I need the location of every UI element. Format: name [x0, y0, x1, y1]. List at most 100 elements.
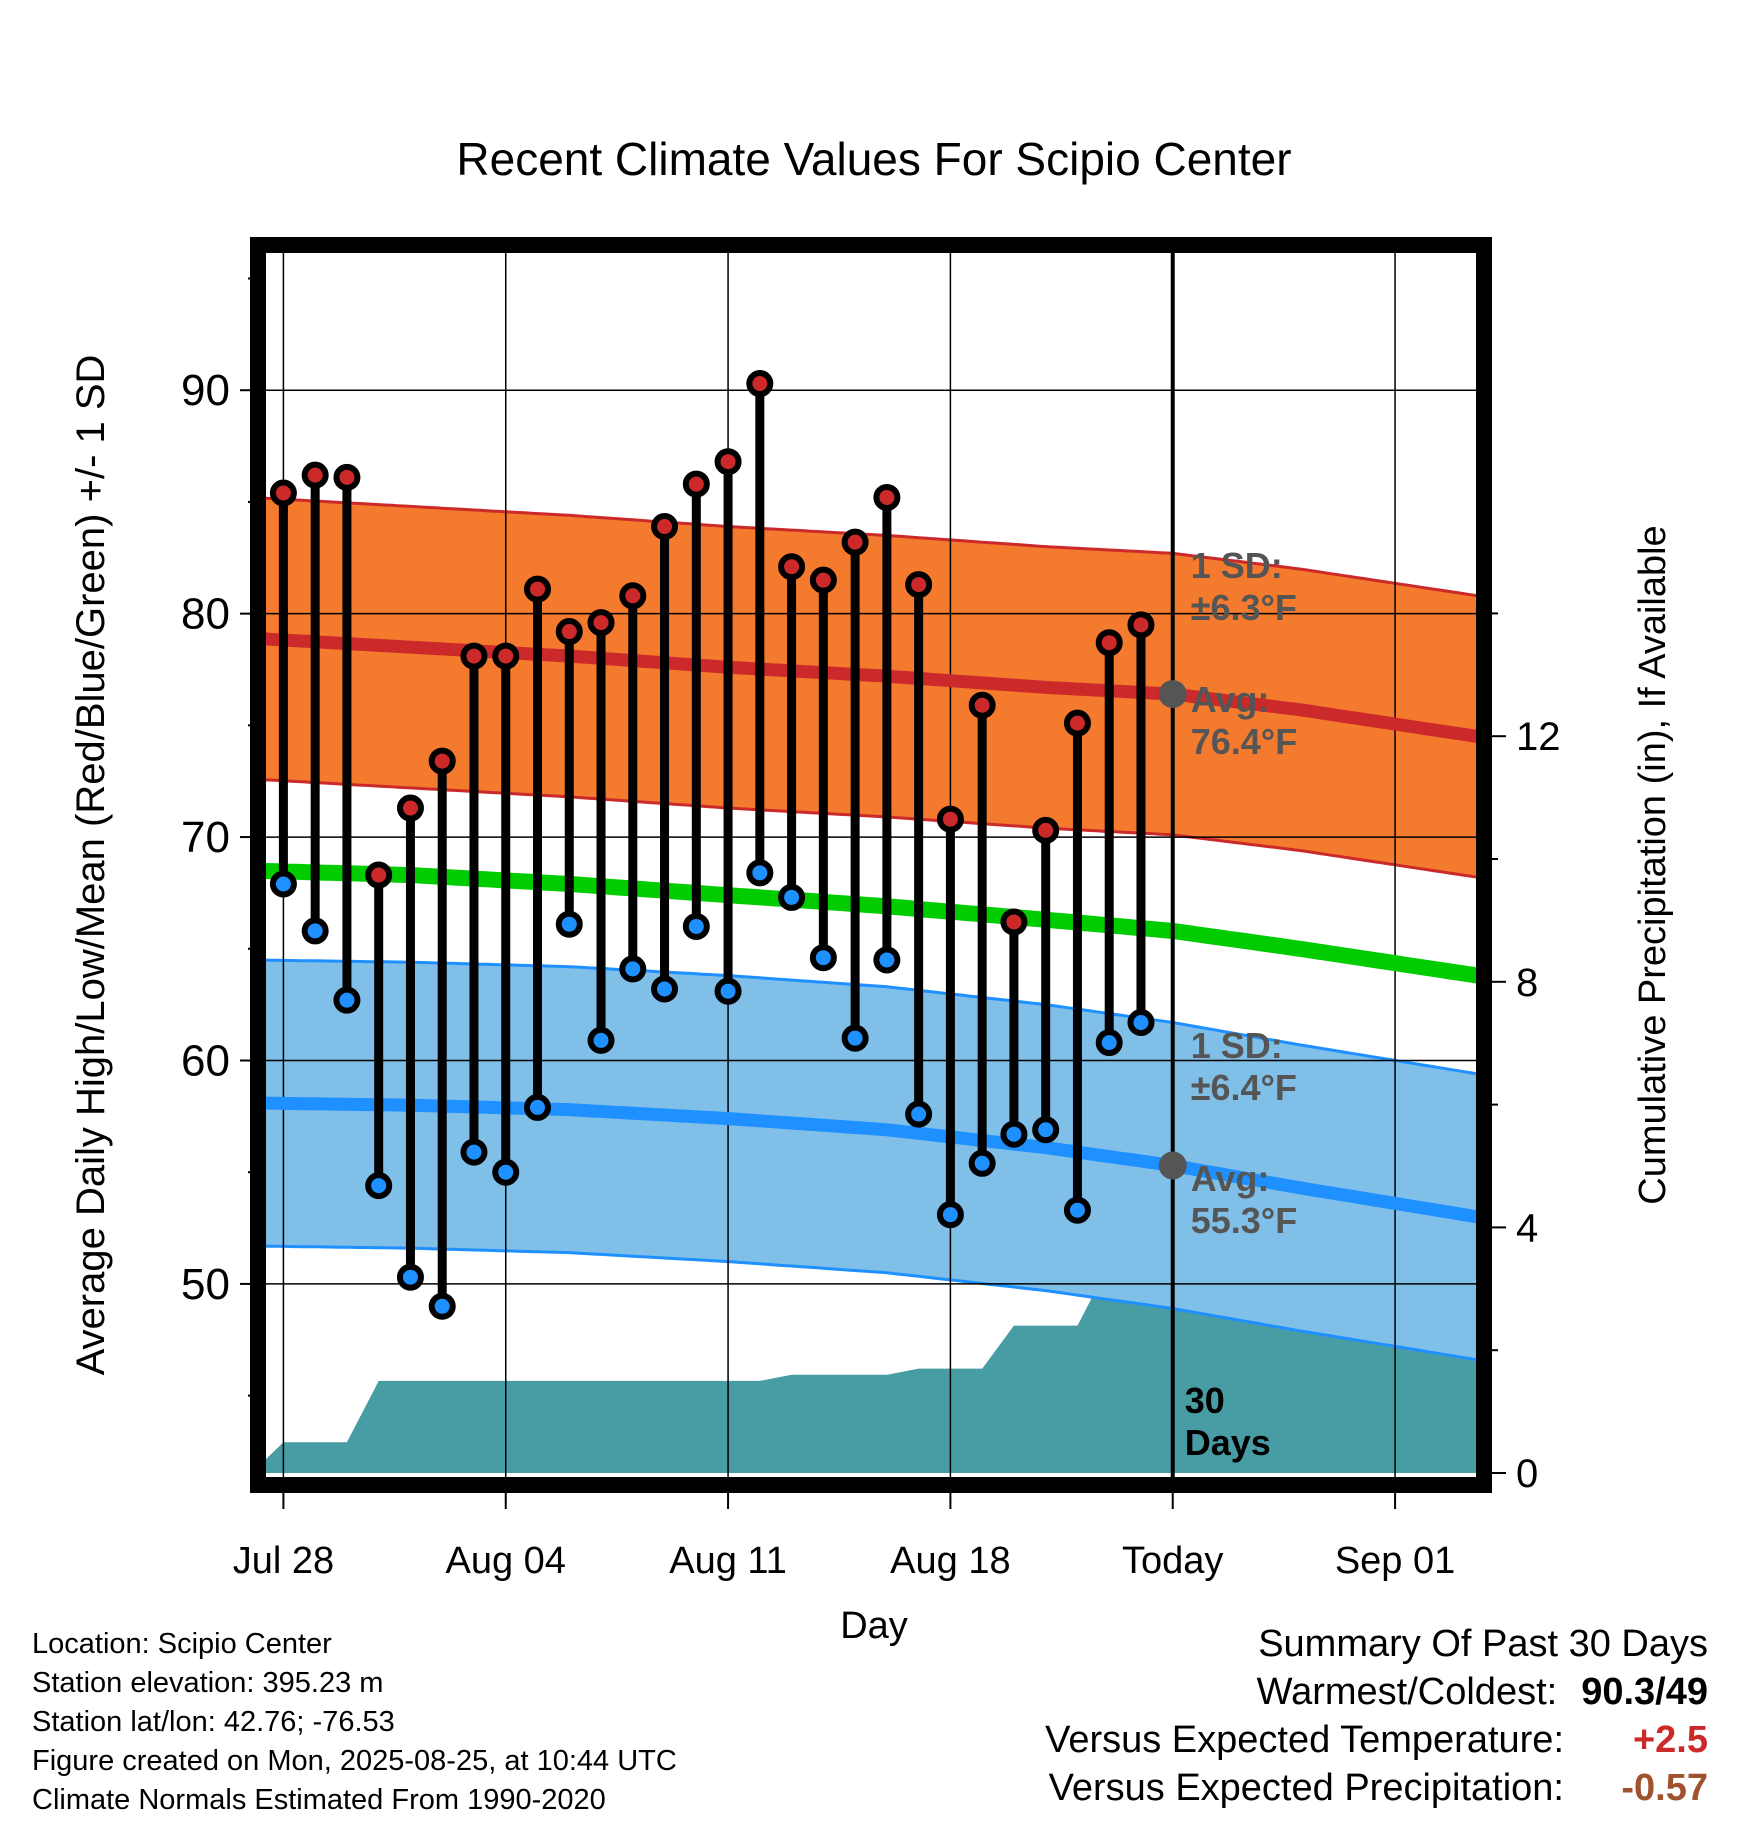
daily-low-point — [905, 1100, 933, 1128]
high-sd-band — [258, 497, 1484, 878]
low-avg-value: 55.3°F — [1191, 1200, 1297, 1241]
daily-high-point — [209, 514, 230, 535]
today-count-label: 30 — [1185, 1380, 1225, 1421]
daily-low-point — [873, 946, 901, 974]
plot-area — [209, 245, 1484, 1485]
daily-high-point — [778, 553, 806, 581]
high-avg-value: 76.4°F — [1191, 721, 1297, 762]
daily-low-point — [968, 1149, 996, 1177]
summary-temp-label: Versus Expected Temperature: — [1045, 1719, 1564, 1761]
daily-low-point — [396, 1263, 424, 1291]
daily-low-point — [587, 1026, 615, 1054]
daily-high-point — [1063, 709, 1091, 737]
daily-high-point — [587, 609, 615, 637]
station-info: Location: Scipio Center Station elevatio… — [32, 1625, 677, 1820]
daily-low-point — [269, 870, 297, 898]
daily-low-point — [1127, 1009, 1155, 1037]
daily-high-point — [841, 528, 869, 556]
daily-low-point — [1032, 1116, 1060, 1144]
daily-low-point — [714, 977, 742, 1005]
high-sd-value: ±6.3°F — [1191, 587, 1297, 628]
daily-high-point — [619, 582, 647, 610]
daily-high-point — [968, 691, 996, 719]
daily-low-point — [301, 917, 329, 945]
daily-high-point — [555, 618, 583, 646]
today-days-label: Days — [1185, 1422, 1271, 1463]
low-sd-label: 1 SD: — [1191, 1025, 1283, 1066]
high-avg-dot — [1158, 680, 1187, 709]
plot-frame — [250, 237, 1492, 1493]
daily-high-point — [905, 571, 933, 599]
daily-low-point — [1095, 1029, 1123, 1057]
daily-high-point — [651, 513, 679, 541]
daily-low-point — [492, 1158, 520, 1186]
daily-low-point — [682, 912, 710, 940]
daily-low-point — [555, 910, 583, 938]
summary-temp-row: Versus Expected Temperature: +2.5 — [1045, 1716, 1708, 1764]
location-text: Location: Scipio Center — [32, 1628, 332, 1660]
daily-high-point — [524, 575, 552, 603]
summary-precip-value: -0.57 — [1621, 1767, 1708, 1809]
y2-tick-label: 8 — [1516, 961, 1538, 1005]
summary-precip-label: Versus Expected Precipitation: — [1048, 1767, 1564, 1809]
daily-high-point — [714, 448, 742, 476]
daily-high-point — [365, 861, 393, 889]
high-sd-lower-line — [258, 777, 1484, 879]
x-tick-label: Aug 04 — [446, 1540, 566, 1582]
daily-high-point — [460, 642, 488, 670]
summary-panel: Summary Of Past 30 Days Warmest/Coldest:… — [1045, 1620, 1708, 1812]
chart-title: Recent Climate Values For Scipio Center — [456, 133, 1291, 185]
daily-high-point — [1127, 611, 1155, 639]
x-tick-label: Aug 11 — [669, 1540, 787, 1582]
summary-warmest-label: Warmest/Coldest: — [1256, 1671, 1558, 1713]
daily-low-point — [746, 859, 774, 887]
low-avg-dot — [1158, 1151, 1187, 1180]
low-sd-upper-line — [258, 958, 1484, 1076]
created-text: Figure created on Mon, 2025-08-25, at 10… — [32, 1745, 677, 1777]
latlon-text: Station lat/lon: 42.76; -76.53 — [32, 1706, 395, 1738]
y2-tick-label: 12 — [1516, 715, 1561, 759]
elevation-text: Station elevation: 395.23 m — [32, 1667, 384, 1699]
daily-high-point — [333, 463, 361, 491]
summary-warmest-row: Warmest/Coldest: 90.3/49 — [1045, 1668, 1708, 1716]
y-tick-label: 80 — [181, 590, 230, 639]
summary-title: Summary Of Past 30 Days — [1258, 1623, 1708, 1665]
low-sd-value: ±6.4°F — [1191, 1067, 1297, 1108]
y-tick-label: 50 — [181, 1260, 230, 1309]
daily-high-point — [1032, 816, 1060, 844]
daily-high-point — [301, 461, 329, 489]
summary-temp-value: +2.5 — [1632, 1719, 1708, 1761]
daily-low-point — [460, 1138, 488, 1166]
daily-high-point — [873, 483, 901, 511]
daily-high-point — [746, 370, 774, 398]
high-sd-upper-line — [258, 496, 1484, 598]
daily-low-point — [333, 986, 361, 1014]
daily-low-point — [936, 1201, 964, 1229]
daily-high-point — [1095, 629, 1123, 657]
normal-low-line — [258, 1096, 1484, 1224]
y-tick-label: 70 — [181, 813, 230, 862]
high-avg-label: Avg: — [1191, 679, 1270, 720]
y2-tick-label: 4 — [1516, 1206, 1538, 1250]
x-tick-label: Aug 18 — [890, 1540, 1010, 1582]
daily-high-point — [269, 479, 297, 507]
precip-area — [258, 1264, 1484, 1473]
low-sd-lower-line — [258, 1244, 1484, 1362]
y2-tick-label: 0 — [1516, 1452, 1538, 1496]
daily-low-point — [428, 1292, 456, 1320]
x-tick-label: Jul 28 — [233, 1540, 334, 1582]
daily-low-point — [1063, 1196, 1091, 1224]
high-sd-label: 1 SD: — [1191, 545, 1283, 586]
x-tick-label: Sep 01 — [1335, 1540, 1455, 1582]
daily-low-point — [619, 955, 647, 983]
daily-low-point — [1000, 1120, 1028, 1148]
y-axis-title: Average Daily High/Low/Mean (Red/Blue/Gr… — [69, 355, 113, 1376]
daily-low-point — [365, 1172, 393, 1200]
summary-precip-row: Versus Expected Precipitation: -0.57 — [1045, 1764, 1708, 1812]
daily-high-point — [809, 566, 837, 594]
summary-warmest-value: 90.3/49 — [1581, 1671, 1708, 1713]
y2-axis-title: Cumulative Precipitation (in), If Availa… — [1632, 525, 1674, 1204]
daily-low-point — [209, 1005, 230, 1026]
daily-high-point — [396, 794, 424, 822]
